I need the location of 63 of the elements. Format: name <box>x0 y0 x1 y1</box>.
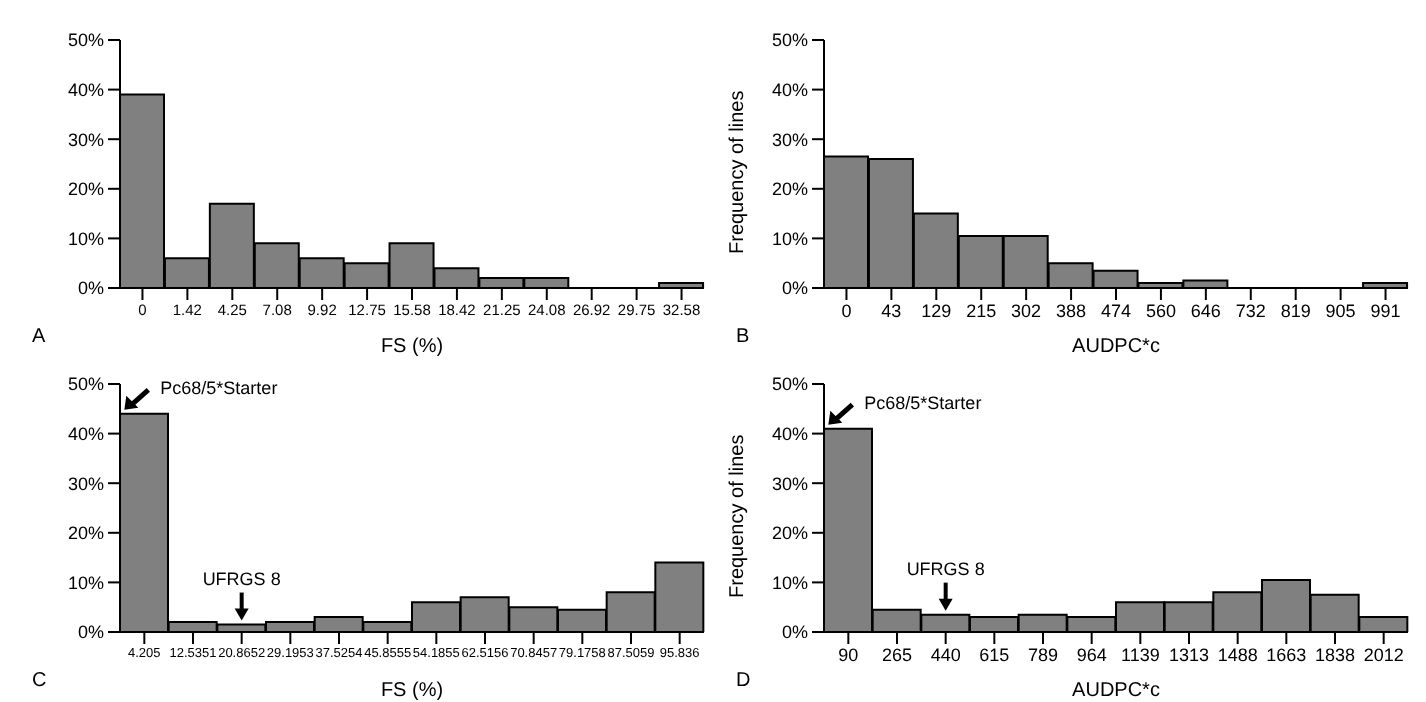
y-tick-label: 30% <box>67 473 104 494</box>
y-tick-label: 10% <box>771 228 808 249</box>
y-tick-label: 50% <box>67 30 104 51</box>
x-tick-label: 302 <box>1011 300 1042 321</box>
x-tick-label: 90 <box>838 644 859 665</box>
text: B <box>736 326 750 348</box>
x-tick-label: 560 <box>1145 300 1176 321</box>
y-tick-label: 50% <box>771 30 808 51</box>
y-tick-label: 20% <box>67 179 104 200</box>
x-tick-label: 1838 <box>1314 644 1356 665</box>
annotation: UFRGS 8 <box>906 558 985 579</box>
y-axis-title: Frequency of lines <box>727 434 750 598</box>
y-tick-label: 40% <box>67 79 104 100</box>
y-tick-label: 20% <box>67 523 104 544</box>
x-tick-label: 732 <box>1235 300 1266 321</box>
x-tick-label: 474 <box>1100 300 1132 321</box>
y-tick-label: 30% <box>67 129 104 150</box>
text: D <box>736 670 751 692</box>
x-tick-label: 440 <box>930 644 961 665</box>
x-axis-title: FS (%) <box>380 336 444 358</box>
y-tick-label: 10% <box>67 572 104 593</box>
y-tick-label: 40% <box>67 423 104 444</box>
y-tick-label: 50% <box>67 374 104 395</box>
y-tick-label: 40% <box>771 79 808 100</box>
x-tick-label: 1663 <box>1266 644 1307 665</box>
y-tick-label: 50% <box>771 374 808 395</box>
y-tick-label: 10% <box>67 228 104 249</box>
x-tick-label: 1488 <box>1217 644 1258 665</box>
y-tick-label: 30% <box>771 129 808 150</box>
text: A <box>32 326 46 348</box>
x-tick-label: 991 <box>1370 300 1401 321</box>
y-tick-label: 0% <box>77 622 104 643</box>
y-axis-title: Frequency of lines <box>727 90 750 254</box>
y-tick-label: 20% <box>771 523 808 544</box>
x-tick-label: 265 <box>881 644 913 665</box>
x-tick-label: 43 <box>881 300 902 321</box>
y-tick-label: 30% <box>771 473 808 494</box>
x-axis-title: AUDPC*c <box>1072 336 1160 358</box>
text: C <box>32 670 47 692</box>
x-tick-label: 905 <box>1325 300 1356 321</box>
x-tick-label: 1139 <box>1120 644 1160 665</box>
y-tick-label: 20% <box>771 179 808 200</box>
x-axis-title: FS (%) <box>380 680 444 702</box>
annotation: UFRGS 8 <box>202 568 281 589</box>
y-tick-label: 0% <box>77 278 104 299</box>
x-tick-label: 388 <box>1056 300 1087 321</box>
x-tick-label: 215 <box>966 300 997 321</box>
x-axis-title: AUDPC*c <box>1072 680 1160 702</box>
annotation: Pc68/5*Starter <box>864 392 982 413</box>
x-tick-label: 0 <box>841 300 852 321</box>
y-tick-label: 0% <box>781 622 808 643</box>
x-tick-label: 129 <box>921 300 952 321</box>
x-tick-label: 964 <box>1076 644 1107 665</box>
x-tick-label: 789 <box>1027 644 1059 665</box>
annotation: Pc68/5*Starter <box>160 377 278 398</box>
x-tick-label: 1313 <box>1168 644 1210 665</box>
x-tick-label: 2012 <box>1363 644 1404 665</box>
x-tick-label: 646 <box>1190 300 1221 321</box>
x-tick-label: 615 <box>979 644 1010 665</box>
x-tick-label: 819 <box>1280 300 1311 321</box>
y-tick-label: 10% <box>771 572 808 593</box>
y-tick-label: 40% <box>771 423 808 444</box>
y-tick-label: 0% <box>781 278 808 299</box>
